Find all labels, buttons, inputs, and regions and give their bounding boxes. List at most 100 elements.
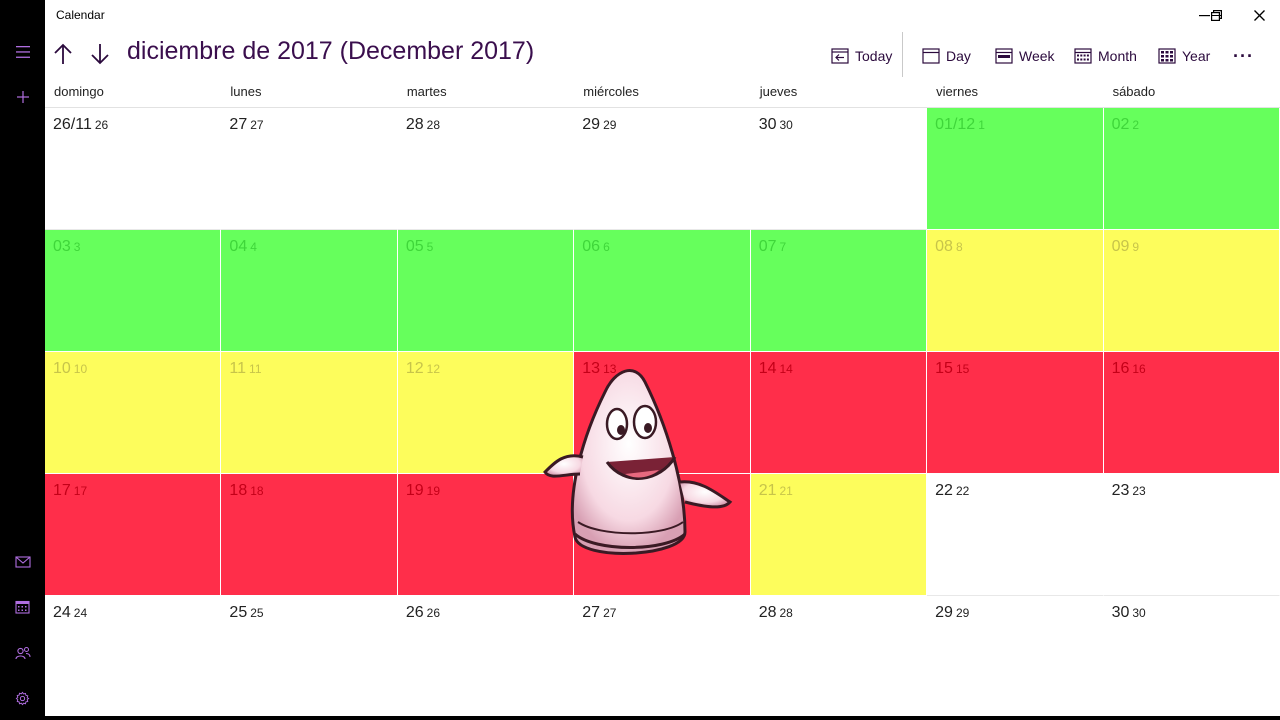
today-label: Today <box>855 48 893 64</box>
day-number: 11 11 <box>229 360 261 378</box>
minimize-button-main[interactable] <box>1181 0 1227 30</box>
day-number: 18 18 <box>229 482 263 500</box>
hamburger-menu-icon[interactable] <box>0 37 45 67</box>
day-cell[interactable]: 28 28 <box>750 596 928 718</box>
day-cell[interactable]: 30 30 <box>750 108 928 230</box>
day-cell[interactable]: 06 6 <box>574 230 751 352</box>
day-number: 05 5 <box>406 238 433 256</box>
day-number: 13 13 <box>582 360 616 378</box>
day-cell[interactable]: 27 27 <box>221 108 398 230</box>
day-sub-number: 7 <box>779 240 787 254</box>
day-number: 17 17 <box>53 482 87 500</box>
settings-icon[interactable] <box>0 683 45 713</box>
day-cell[interactable]: 12 12 <box>397 352 575 474</box>
mail-icon[interactable] <box>0 547 45 577</box>
day-date-label: 24 <box>53 604 71 621</box>
day-cell[interactable]: 25 25 <box>221 596 398 718</box>
previous-month-button[interactable] <box>47 38 79 70</box>
day-cell[interactable]: 27 27 <box>574 596 751 718</box>
people-icon[interactable] <box>0 638 45 668</box>
day-sub-number: 22 <box>955 484 970 498</box>
day-number: 03 3 <box>53 238 80 256</box>
day-cell[interactable]: 26 26 <box>397 596 575 718</box>
day-view-button[interactable]: Day <box>922 43 971 69</box>
day-cell[interactable]: 16 16 <box>1103 352 1280 474</box>
day-cell[interactable]: 04 4 <box>221 230 398 352</box>
day-sub-number: 11 <box>249 362 262 376</box>
day-number: 01/12 1 <box>935 116 985 134</box>
day-cell[interactable]: 18 18 <box>221 474 398 596</box>
day-cell[interactable]: 29 29 <box>927 596 1104 718</box>
day-cell[interactable]: 01/12 1 <box>927 108 1104 230</box>
day-cell[interactable]: 21 21 <box>750 474 928 596</box>
day-date-label: 11 <box>229 360 247 377</box>
day-sub-number: 15 <box>955 362 970 376</box>
day-sub-number: 9 <box>1132 240 1140 254</box>
day-cell[interactable]: 07 7 <box>750 230 928 352</box>
minimize-button[interactable] <box>1193 0 1239 30</box>
day-number: 08 8 <box>935 238 962 256</box>
day-number: 29 29 <box>935 604 969 622</box>
day-date-label: 07 <box>758 238 777 255</box>
day-cell[interactable]: 22 22 <box>927 474 1104 596</box>
day-date-label: 23 <box>1111 482 1130 499</box>
day-sub-number: 25 <box>250 606 264 620</box>
day-cell[interactable]: 24 24 <box>45 596 222 718</box>
day-date-label: 29 <box>582 116 601 133</box>
day-sub-number: 8 <box>955 240 963 254</box>
day-sub-number: 13 <box>603 362 617 376</box>
day-cell[interactable]: 05 5 <box>397 230 575 352</box>
day-cell[interactable]: 23 23 <box>1103 474 1280 596</box>
day-number: 27 27 <box>229 116 263 134</box>
new-event-icon[interactable] <box>0 82 45 112</box>
calendar-icon[interactable] <box>0 592 45 622</box>
day-number: 26 26 <box>406 604 440 622</box>
day-number: 22 22 <box>935 482 969 500</box>
arrow-up-icon <box>54 43 72 64</box>
day-sub-number: 30 <box>779 118 793 132</box>
more-options-button[interactable]: ··· <box>1233 43 1254 69</box>
day-sub-number: 30 <box>1132 606 1146 620</box>
day-cell[interactable]: 10 10 <box>45 352 222 474</box>
month-view-button[interactable]: Month <box>1074 43 1137 69</box>
year-view-button[interactable]: Year <box>1158 43 1210 69</box>
day-cell[interactable]: 15 15 <box>927 352 1104 474</box>
day-date-label: 12 <box>405 360 424 377</box>
day-date-label: 04 <box>229 238 248 255</box>
day-number: 15 15 <box>935 360 969 378</box>
today-button[interactable]: Today <box>831 43 892 69</box>
day-cell[interactable]: 30 30 <box>1103 596 1280 718</box>
day-number: 29 29 <box>582 116 616 134</box>
day-date-label: 19 <box>405 482 424 499</box>
day-date-label: 13 <box>582 360 601 377</box>
weekday-label: lunes <box>230 84 262 99</box>
day-cell[interactable]: 19 19 <box>397 474 575 596</box>
day-cell[interactable]: 17 17 <box>45 474 222 596</box>
close-button[interactable] <box>1236 0 1280 30</box>
next-month-button[interactable] <box>84 38 116 70</box>
day-cell[interactable]: 28 28 <box>397 108 575 230</box>
day-number: 28 28 <box>406 116 440 134</box>
day-cell[interactable]: 09 9 <box>1103 230 1280 352</box>
day-sub-number: 21 <box>779 484 793 498</box>
day-date-label: 03 <box>53 238 71 255</box>
week-view-button[interactable]: Week <box>995 43 1055 69</box>
day-cell[interactable]: 14 14 <box>750 352 928 474</box>
day-date-label: 30 <box>758 116 777 133</box>
day-number: 25 25 <box>229 604 263 622</box>
day-cell[interactable]: 29 29 <box>574 108 751 230</box>
restore-button[interactable] <box>1193 0 1239 30</box>
day-cell[interactable]: 02 2 <box>1103 108 1280 230</box>
day-number: 26/11 26 <box>53 116 108 134</box>
day-date-label: 15 <box>935 360 953 377</box>
day-sub-number: 27 <box>250 118 264 132</box>
day-sub-number: 10 <box>73 362 88 376</box>
day-number: 23 23 <box>1112 482 1146 500</box>
day-cell[interactable]: 11 11 <box>221 352 398 474</box>
day-date-label: 22 <box>935 482 953 499</box>
day-cell[interactable]: 26/11 26 <box>45 108 222 230</box>
day-cell[interactable]: 08 8 <box>927 230 1104 352</box>
week-view-icon <box>995 48 1013 64</box>
day-cell[interactable]: 03 3 <box>45 230 222 352</box>
day-sub-number: 14 <box>779 362 793 376</box>
